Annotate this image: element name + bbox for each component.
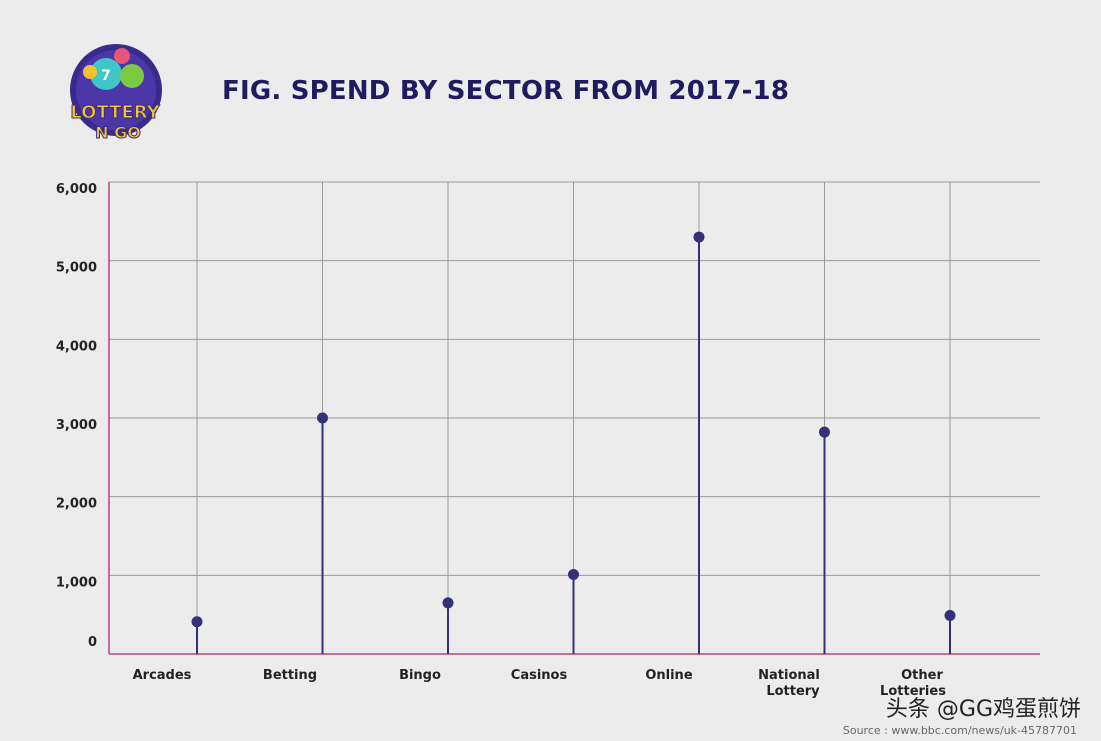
x-tick-label: Other (901, 668, 943, 683)
chart-title: FIG. SPEND BY SECTOR FROM 2017-18 (222, 76, 790, 106)
x-tick-label: National (758, 668, 820, 683)
y-tick-label: 1,000 (56, 575, 97, 590)
lollipop-marker (442, 597, 454, 609)
x-tick-label: Lottery (766, 684, 820, 699)
x-tick-label: Online (645, 668, 692, 683)
lottery-n-go-logo: 7 LOTTERY N GO (70, 44, 162, 143)
logo-text-1: LOTTERY (70, 102, 160, 123)
x-tick-label: Bingo (399, 668, 441, 683)
svg-text:7: 7 (101, 68, 111, 84)
lollipop-marker (568, 569, 579, 581)
logo-text-2: N GO (95, 123, 141, 142)
x-tick-label: Betting (263, 668, 317, 683)
lollipop-marker (693, 231, 705, 243)
y-tick-label: 5,000 (56, 261, 97, 276)
lollipop-marker (944, 609, 956, 621)
x-tick-label: Lotteries (880, 684, 946, 699)
y-tick-label: 4,000 (56, 339, 97, 354)
y-tick-label: 2,000 (56, 497, 97, 512)
x-tick-label: Arcades (133, 668, 192, 683)
lollipop-marker (317, 412, 328, 424)
watermark: 头条 @GG鸡蛋煎饼 (885, 697, 1081, 722)
y-tick-label: 0 (88, 635, 97, 650)
lollipop-marker (191, 616, 203, 628)
y-tick-label: 3,000 (56, 418, 97, 433)
y-tick-label: 6,000 (56, 182, 97, 197)
source-note: Source : www.bbc.com/news/uk-45787701 (842, 724, 1077, 737)
lollipop-marker (819, 426, 830, 438)
x-tick-label: Casinos (511, 668, 568, 683)
